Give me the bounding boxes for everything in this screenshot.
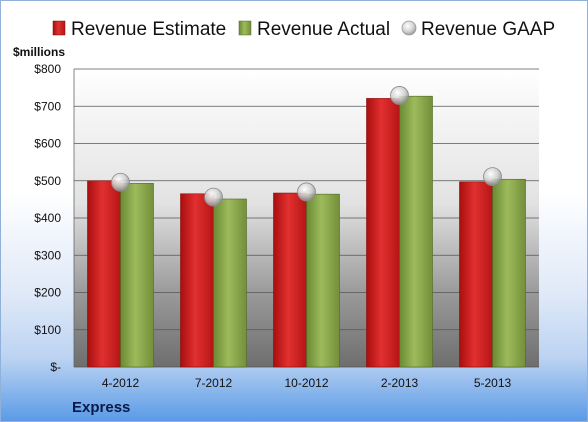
y-axis-unit-label: $millions bbox=[13, 45, 65, 59]
legend-swatch-actual bbox=[238, 20, 252, 36]
bar-revenue-actual bbox=[399, 95, 433, 368]
legend-item-estimate: Revenue Estimate bbox=[52, 19, 226, 40]
y-tick-label: $500 bbox=[34, 174, 61, 188]
bar-revenue-estimate bbox=[180, 193, 214, 368]
y-axis-ticks: $- $100 $200 $300 $400 $500 $600 $700 $800 bbox=[34, 62, 61, 374]
y-tick-label: $100 bbox=[34, 323, 61, 337]
legend-label-estimate: Revenue Estimate bbox=[71, 19, 226, 40]
marker-revenue-gaap bbox=[297, 182, 316, 202]
bar-revenue-actual bbox=[492, 178, 526, 368]
legend-label-gaap: Revenue GAAP bbox=[421, 19, 555, 40]
y-tick-label: $600 bbox=[34, 137, 61, 151]
x-tick-label: 7-2012 bbox=[195, 376, 233, 390]
y-tick-label: $800 bbox=[34, 62, 61, 76]
x-axis-ticks: 4-2012 7-2012 10-2012 2-2013 5-2013 bbox=[102, 376, 512, 390]
legend-item-gaap: Revenue GAAP bbox=[401, 19, 555, 40]
y-tick-label: $700 bbox=[34, 99, 61, 113]
bar-revenue-estimate bbox=[273, 192, 307, 368]
bar-revenue-actual bbox=[213, 198, 247, 368]
bar-revenue-actual bbox=[120, 183, 154, 368]
marker-revenue-gaap bbox=[483, 167, 502, 187]
bar-revenue-estimate bbox=[459, 181, 493, 368]
bar-revenue-actual bbox=[306, 193, 340, 368]
company-label: Express bbox=[72, 399, 130, 416]
bars-layer bbox=[87, 95, 526, 368]
bar-revenue-estimate bbox=[87, 180, 121, 368]
x-tick-label: 10-2012 bbox=[284, 376, 328, 390]
marker-revenue-gaap bbox=[111, 172, 130, 192]
y-tick-label: $200 bbox=[34, 286, 61, 300]
marker-revenue-gaap bbox=[204, 187, 223, 207]
legend: Revenue Estimate Revenue Actual Revenue … bbox=[52, 19, 555, 40]
x-tick-label: 5-2013 bbox=[474, 376, 512, 390]
marker-layer bbox=[111, 86, 502, 207]
x-tick-label: 2-2013 bbox=[381, 376, 419, 390]
y-tick-label: $300 bbox=[34, 248, 61, 262]
legend-item-actual: Revenue Actual bbox=[238, 19, 390, 40]
marker-revenue-gaap bbox=[390, 86, 409, 105]
legend-marker-gaap bbox=[401, 20, 417, 36]
legend-label-actual: Revenue Actual bbox=[257, 19, 390, 40]
y-tick-label: $400 bbox=[34, 211, 61, 225]
legend-swatch-estimate bbox=[52, 20, 66, 36]
x-tick-label: 4-2012 bbox=[102, 376, 140, 390]
y-tick-label: $- bbox=[50, 360, 61, 374]
bar-revenue-estimate bbox=[366, 98, 400, 368]
